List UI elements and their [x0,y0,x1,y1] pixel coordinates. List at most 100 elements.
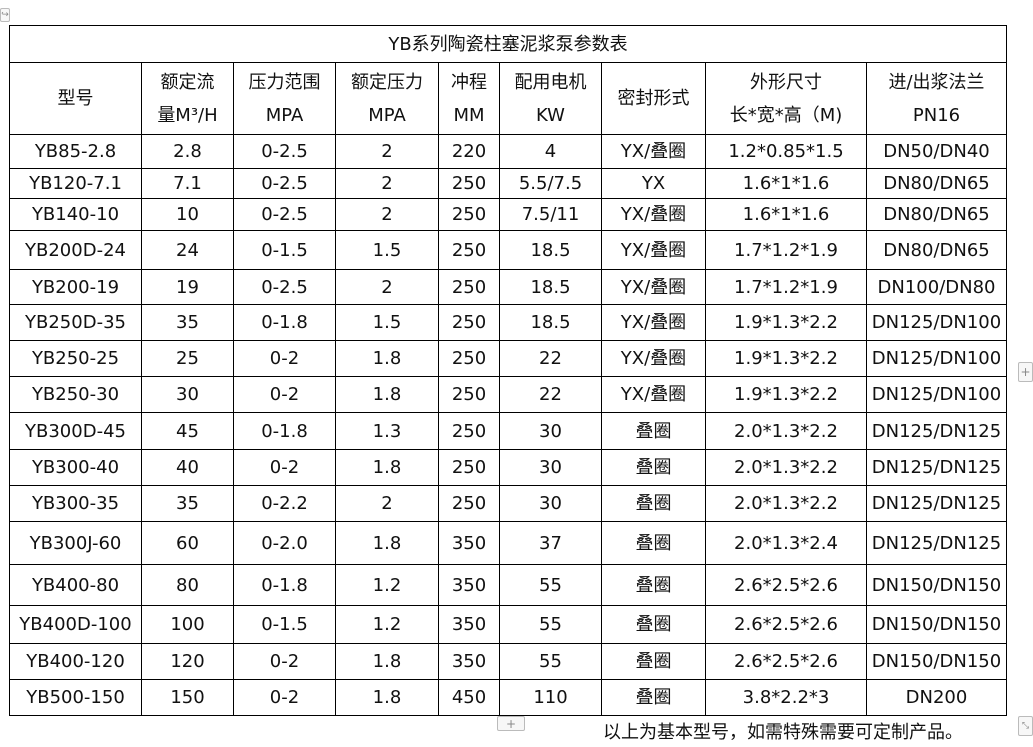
table-cell[interactable]: 250 [438,449,500,486]
table-cell[interactable]: 2 [335,168,439,199]
table-cell[interactable]: 2.0*1.3*2.4 [705,521,867,565]
table-cell[interactable]: 0-2.0 [233,521,336,565]
table-cell[interactable]: 1.5 [335,230,439,270]
table-cell[interactable]: 1.6*1*1.6 [705,168,867,199]
table-cell[interactable]: YX/叠圈 [601,340,706,377]
table-cell[interactable]: YB400D-100 [9,605,142,644]
table-cell[interactable]: 2 [335,134,439,169]
add-row-button[interactable]: + [497,716,525,731]
table-cell[interactable]: 55 [499,605,602,644]
table-cell[interactable]: DN150/DN150 [865,643,1008,680]
table-cell[interactable]: 0-2.5 [233,134,336,169]
table-cell[interactable]: 250 [438,198,500,231]
table-cell[interactable]: 30 [141,376,234,413]
table-cell[interactable]: DN80/DN65 [865,198,1008,231]
table-cell[interactable]: 1.7*1.2*1.9 [705,230,867,270]
table-cell[interactable]: DN125/DN125 [865,485,1008,522]
table-cell[interactable]: YB400-120 [9,643,142,680]
table-cell[interactable]: YB300D-45 [9,412,142,450]
table-cell[interactable]: 30 [499,485,602,522]
table-cell[interactable]: 叠圈 [601,449,706,486]
table-cell[interactable]: 0-2.5 [233,198,336,231]
table-cell[interactable]: DN150/DN150 [865,605,1008,644]
table-cell[interactable]: 250 [438,269,500,305]
table-cell[interactable]: 2.0*1.3*2.2 [705,485,867,522]
table-cell[interactable]: 1.8 [335,521,439,565]
table-cell[interactable]: DN50/DN40 [865,134,1008,169]
table-cell[interactable]: 叠圈 [601,485,706,522]
table-cell[interactable]: DN125/DN125 [865,521,1008,565]
table-cell[interactable]: DN200 [865,679,1008,716]
table-cell[interactable]: 叠圈 [601,679,706,716]
table-cell[interactable]: 55 [499,564,602,606]
table-cell[interactable]: 7.1 [141,168,234,199]
table-cell[interactable]: 2.0*1.3*2.2 [705,449,867,486]
table-cell[interactable]: 450 [438,679,500,716]
table-cell[interactable]: 2 [335,198,439,231]
table-cell[interactable]: 250 [438,376,500,413]
table-cell[interactable]: YX/叠圈 [601,230,706,270]
table-cell[interactable]: 0-1.5 [233,605,336,644]
table-cell[interactable]: 250 [438,340,500,377]
table-cell[interactable]: 1.2 [335,564,439,606]
table-cell[interactable]: YX/叠圈 [601,376,706,413]
table-cell[interactable]: 60 [141,521,234,565]
table-cell[interactable]: YB250-25 [9,340,142,377]
table-cell[interactable]: 350 [438,643,500,680]
table-cell[interactable]: DN125/DN100 [865,376,1008,413]
table-cell[interactable]: 叠圈 [601,643,706,680]
table-cell[interactable]: DN125/DN125 [865,412,1008,450]
table-cell[interactable]: 1.7*1.2*1.9 [705,269,867,305]
table-cell[interactable]: 0-1.8 [233,412,336,450]
table-cell[interactable]: 1.5 [335,304,439,341]
table-cell[interactable]: 250 [438,230,500,270]
table-cell[interactable]: YB85-2.8 [9,134,142,169]
table-cell[interactable]: 0-2 [233,643,336,680]
table-cell[interactable]: 3.8*2.2*3 [705,679,867,716]
table-cell[interactable]: 1.9*1.3*2.2 [705,376,867,413]
table-cell[interactable]: 30 [499,412,602,450]
table-cell[interactable]: DN80/DN65 [865,230,1008,270]
table-cell[interactable]: 1.8 [335,449,439,486]
table-cell[interactable]: 30 [499,449,602,486]
table-cell[interactable]: 18.5 [499,304,602,341]
table-cell[interactable]: 22 [499,376,602,413]
table-cell[interactable]: 叠圈 [601,521,706,565]
table-cell[interactable]: 2.8 [141,134,234,169]
table-cell[interactable]: YB300-35 [9,485,142,522]
table-cell[interactable]: YB300-40 [9,449,142,486]
table-cell[interactable]: 叠圈 [601,605,706,644]
table-cell[interactable]: 1.8 [335,643,439,680]
table-cell[interactable]: 1.8 [335,679,439,716]
table-cell[interactable]: 19 [141,269,234,305]
table-cell[interactable]: 250 [438,304,500,341]
table-cell[interactable]: YB300J-60 [9,521,142,565]
table-cell[interactable]: 1.8 [335,376,439,413]
table-cell[interactable]: 35 [141,304,234,341]
table-cell[interactable]: 0-2 [233,340,336,377]
table-cell[interactable]: 250 [438,485,500,522]
table-cell[interactable]: 37 [499,521,602,565]
table-cell[interactable]: 叠圈 [601,564,706,606]
table-cell[interactable]: YX/叠圈 [601,198,706,231]
table-cell[interactable]: 4 [499,134,602,169]
table-cell[interactable]: 叠圈 [601,412,706,450]
table-cell[interactable]: YB200D-24 [9,230,142,270]
table-cell[interactable]: 350 [438,605,500,644]
table-cell[interactable]: 0-2 [233,679,336,716]
table-cell[interactable]: 18.5 [499,269,602,305]
table-cell[interactable]: 22 [499,340,602,377]
table-cell[interactable]: YB120-7.1 [9,168,142,199]
table-cell[interactable]: 35 [141,485,234,522]
table-resize-icon[interactable]: ⤡ [1018,716,1033,736]
table-cell[interactable]: 25 [141,340,234,377]
table-cell[interactable]: DN150/DN150 [865,564,1008,606]
table-cell[interactable]: 0-2 [233,376,336,413]
table-cell[interactable]: 0-2.5 [233,269,336,305]
table-cell[interactable]: 40 [141,449,234,486]
table-cell[interactable]: 350 [438,564,500,606]
table-cell[interactable]: 0-1.8 [233,304,336,341]
table-cell[interactable]: 110 [499,679,602,716]
table-cell[interactable]: YB200-19 [9,269,142,305]
table-cell[interactable]: DN80/DN65 [865,168,1008,199]
